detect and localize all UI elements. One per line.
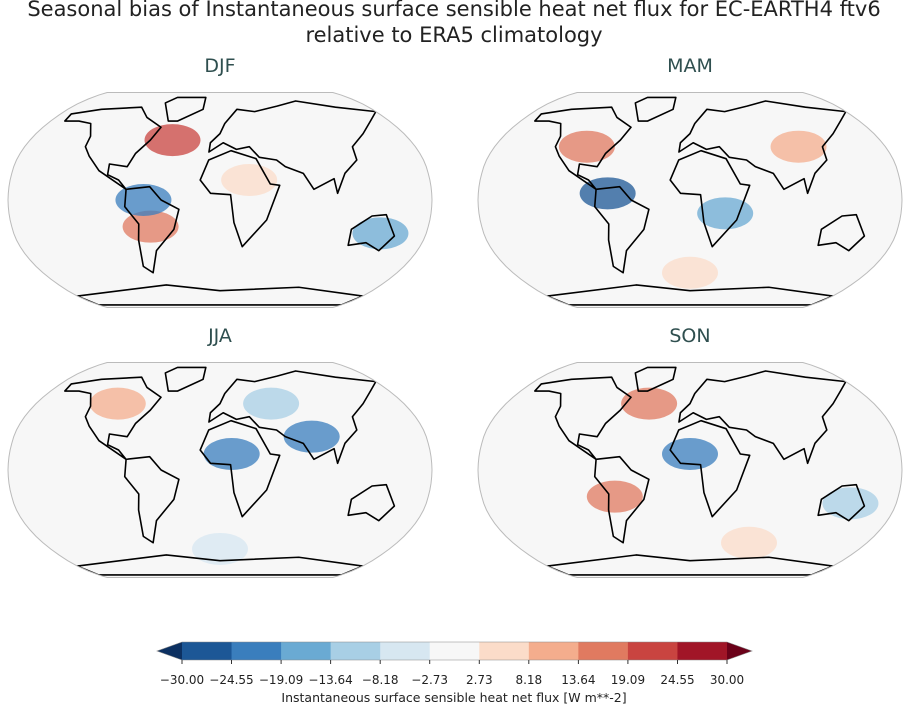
coastline	[347, 213, 396, 252]
map-panel	[477, 362, 903, 578]
map-border	[477, 362, 903, 578]
colorbar-tick-label: 30.00	[710, 673, 744, 687]
map-border	[7, 92, 433, 308]
coastline	[64, 106, 162, 191]
colorbar-segment	[182, 642, 233, 660]
bias-region	[122, 210, 179, 243]
figure-title: Seasonal bias of Instantaneous surface s…	[27, 0, 880, 21]
colorbar-segment	[479, 642, 530, 660]
bias-region	[586, 480, 643, 513]
colorbar-segment	[380, 642, 431, 660]
coastline	[199, 419, 281, 518]
bias-region	[697, 197, 754, 230]
coastline	[634, 366, 677, 392]
coastline	[669, 149, 751, 248]
bias-region	[243, 387, 300, 420]
colorbar-tick-label: −24.55	[209, 673, 253, 687]
coastline	[817, 213, 866, 252]
bias-region	[721, 526, 778, 559]
coastline	[593, 455, 650, 544]
coastline	[546, 554, 834, 576]
coastline	[817, 483, 866, 522]
colorbar-tick-label: −13.64	[308, 673, 352, 687]
colorbar-tick-label: 24.55	[660, 673, 694, 687]
map-background	[8, 92, 432, 308]
coastline	[678, 100, 847, 195]
colorbar-segment	[578, 642, 629, 660]
colorbar-tick-label: −8.18	[362, 673, 399, 687]
map-panel	[7, 92, 433, 308]
coastline	[534, 376, 632, 461]
panel-title: JJA	[207, 325, 232, 347]
colorbar-segment	[231, 642, 282, 660]
colorbar-tick-label: 13.64	[561, 673, 595, 687]
map-border	[477, 92, 903, 308]
panel-title: DJF	[204, 55, 235, 77]
coastline	[669, 419, 751, 518]
coastline	[76, 284, 364, 306]
map-panel	[7, 362, 433, 578]
coastline	[123, 455, 180, 544]
bias-region	[770, 130, 827, 163]
coastline	[534, 106, 632, 191]
colorbar-label: Instantaneous surface sensible heat net …	[281, 690, 626, 705]
bias-region	[558, 130, 615, 163]
map-border	[7, 362, 433, 578]
coastline	[678, 370, 847, 465]
colorbar-extend-under	[157, 642, 182, 660]
bias-region	[283, 420, 340, 453]
colorbar-extend-over	[727, 642, 752, 660]
bias-region	[89, 387, 146, 420]
colorbar-segment	[677, 642, 728, 660]
colorbar-tick-label: 8.18	[515, 673, 542, 687]
coastline	[208, 370, 377, 465]
bias-region	[662, 256, 718, 289]
colorbar-tick-label: 19.09	[611, 673, 645, 687]
panel-title: SON	[669, 325, 710, 347]
figure-title: relative to ERA5 climatology	[305, 23, 602, 47]
colorbar-tick-label: 2.73	[466, 673, 493, 687]
bias-region	[579, 177, 636, 210]
coastline	[164, 96, 207, 122]
coastline	[208, 100, 377, 195]
coastline	[593, 185, 650, 274]
panel-title: MAM	[667, 55, 713, 77]
colorbar-tick-label: −30.00	[160, 673, 204, 687]
map-content	[534, 96, 866, 306]
coastline	[64, 376, 162, 461]
map-content	[534, 366, 879, 576]
coastline	[347, 483, 396, 522]
colorbar-segment	[627, 642, 678, 660]
coastline	[199, 149, 281, 248]
bias-region	[192, 532, 248, 565]
bias-region	[822, 487, 879, 520]
colorbar-segment	[429, 642, 480, 660]
coastline	[634, 96, 677, 122]
colorbar-segment	[281, 642, 332, 660]
bias-region	[203, 438, 260, 471]
bias-region	[144, 124, 201, 157]
map-content	[64, 366, 396, 576]
bias-region	[662, 438, 718, 471]
bias-region	[621, 387, 678, 420]
coastline	[546, 284, 834, 306]
colorbar-segment	[528, 642, 579, 660]
bias-region	[115, 184, 172, 216]
coastline	[76, 554, 364, 576]
map-panel	[477, 92, 903, 308]
colorbar-tick-label: −2.73	[411, 673, 448, 687]
coastline	[123, 185, 180, 274]
bias-region	[352, 217, 409, 250]
map-content	[64, 96, 409, 306]
colorbar-tick-label: −19.09	[259, 673, 303, 687]
colorbar-segment	[330, 642, 381, 660]
coastline	[164, 366, 207, 392]
